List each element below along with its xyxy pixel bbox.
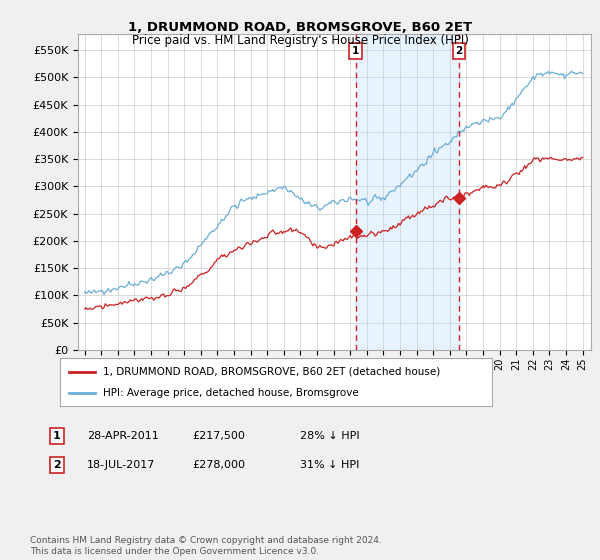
Text: 18-JUL-2017: 18-JUL-2017 <box>87 460 155 470</box>
Text: £278,000: £278,000 <box>192 460 245 470</box>
Text: Contains HM Land Registry data © Crown copyright and database right 2024.
This d: Contains HM Land Registry data © Crown c… <box>30 536 382 556</box>
Text: 28% ↓ HPI: 28% ↓ HPI <box>300 431 359 441</box>
Text: 2: 2 <box>53 460 61 470</box>
Text: 2: 2 <box>455 46 463 56</box>
Text: £217,500: £217,500 <box>192 431 245 441</box>
Text: 28-APR-2011: 28-APR-2011 <box>87 431 159 441</box>
Text: Price paid vs. HM Land Registry's House Price Index (HPI): Price paid vs. HM Land Registry's House … <box>131 34 469 46</box>
Text: 31% ↓ HPI: 31% ↓ HPI <box>300 460 359 470</box>
Text: HPI: Average price, detached house, Bromsgrove: HPI: Average price, detached house, Brom… <box>103 388 359 398</box>
Bar <box>356 34 459 350</box>
Text: 1, DRUMMOND ROAD, BROMSGROVE, B60 2ET (detached house): 1, DRUMMOND ROAD, BROMSGROVE, B60 2ET (d… <box>103 367 440 377</box>
Text: 1, DRUMMOND ROAD, BROMSGROVE, B60 2ET: 1, DRUMMOND ROAD, BROMSGROVE, B60 2ET <box>128 21 472 34</box>
Text: 1: 1 <box>352 46 359 56</box>
Text: 1: 1 <box>53 431 61 441</box>
